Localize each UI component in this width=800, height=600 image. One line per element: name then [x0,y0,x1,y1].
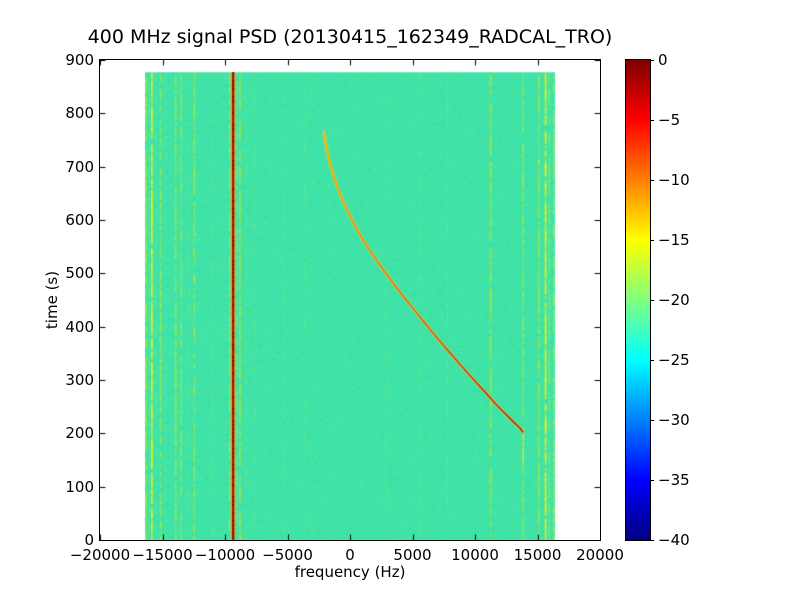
x-tick-label: 20000 [576,546,624,564]
x-tick-label: −15000 [132,546,193,564]
colorbar-tick-mark [650,120,654,121]
colorbar-tick-label: −10 [658,171,690,189]
colorbar-gradient [626,60,650,540]
colorbar-tick-mark [650,420,654,421]
colorbar-tick-label: −35 [658,471,690,489]
y-tick-label: 100 [65,477,94,496]
colorbar-tick-label: −15 [658,231,690,249]
x-tick-label: −5000 [262,546,313,564]
colorbar-tick-mark [650,480,654,481]
y-tick-label: 200 [65,424,94,443]
x-tick-label: −10000 [194,546,256,564]
colorbar-tick-mark [650,60,654,61]
x-tick-label: 10000 [451,546,499,564]
x-tick-label: −20000 [69,546,131,564]
x-tick-label: 5000 [393,546,432,564]
colorbar-tick-label: −5 [658,111,681,129]
colorbar-tick-mark [650,180,654,181]
colorbar-tick-label: −40 [658,531,690,549]
colorbar-tick-label: −20 [658,291,690,309]
y-tick-label: 900 [65,51,94,69]
y-tick-label: 400 [65,317,94,336]
y-tick-label: 800 [65,104,94,123]
x-axis-label: frequency (Hz) [294,563,406,581]
colorbar-tick-label: −25 [658,351,690,369]
colorbar-tick-label: 0 [658,51,668,69]
x-tick-label: 0 [345,546,355,564]
spectrogram-heatmap [100,60,600,540]
y-tick-label: 600 [65,211,94,229]
chart-title: 400 MHz signal PSD (20130415_162349_RADC… [87,26,613,48]
y-tick-label: 700 [65,157,94,176]
y-tick-label: 500 [65,264,94,283]
x-tick-label: 15000 [513,546,562,564]
plot-area [99,59,601,541]
colorbar-tick-mark [650,360,654,361]
y-tick-label: 300 [65,371,94,389]
colorbar-tick-mark [650,300,654,301]
colorbar-tick-label: −30 [658,411,690,429]
colorbar-tick-mark [650,540,654,541]
colorbar [625,59,651,541]
y-tick-label: 0 [84,531,94,549]
colorbar-tick-mark [650,240,654,241]
